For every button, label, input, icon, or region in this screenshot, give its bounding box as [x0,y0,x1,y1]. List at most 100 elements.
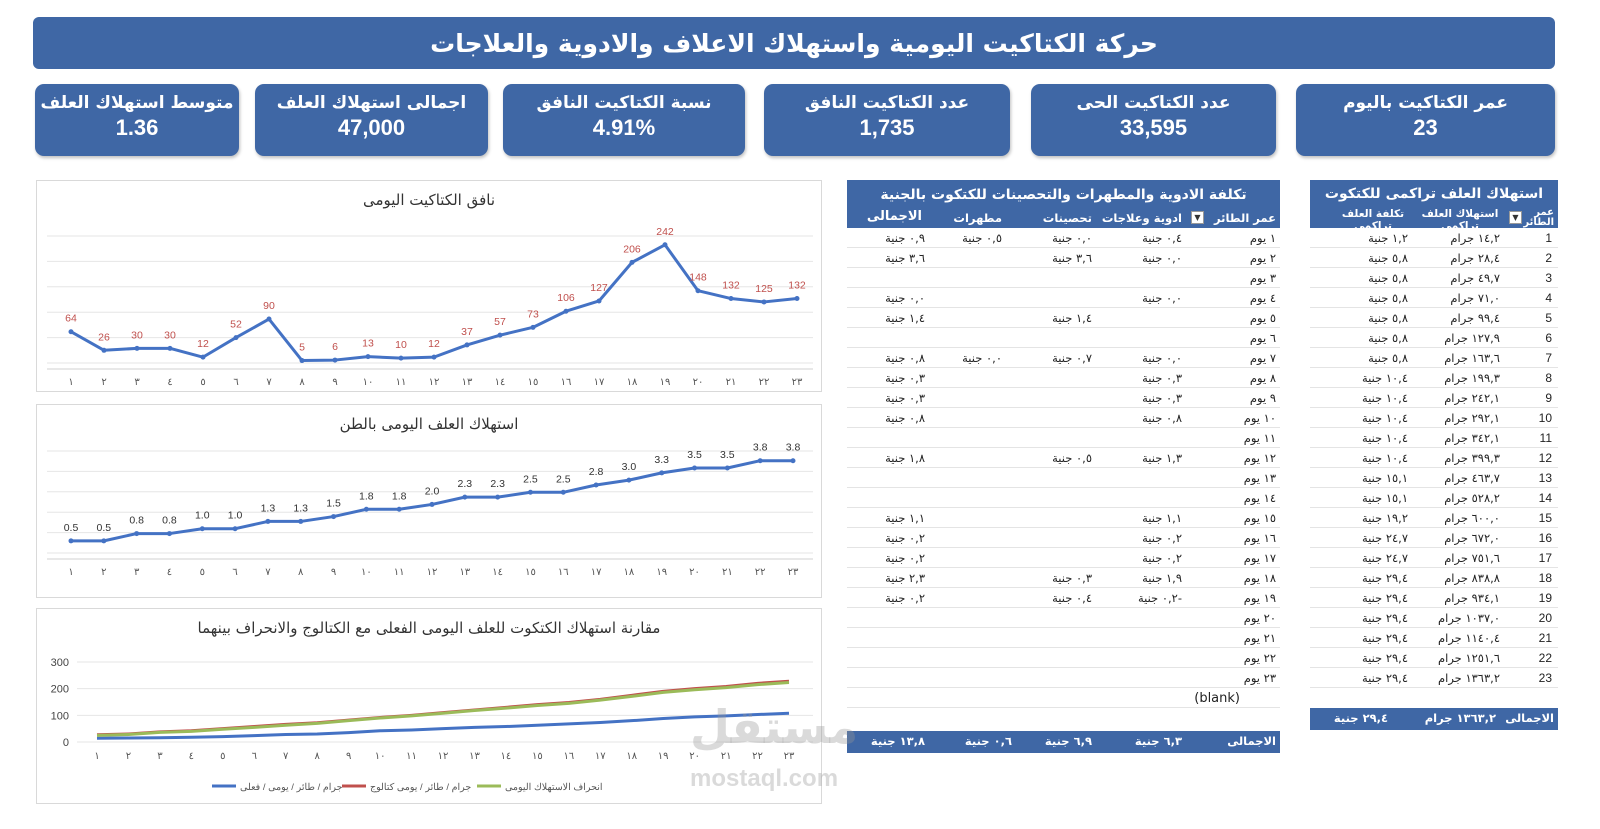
y-tick-label: 300 [51,657,69,669]
table-row: ١٢ يوم ١,٣ جنية ٠,٥ جنية ١,٨ جنية [847,448,1280,468]
table-cell: ٢١ يوم [1243,631,1276,645]
column-header-total[interactable]: الاجمالى [866,209,922,224]
total-feed: ١٣٦٣,٢ جرام [1424,711,1496,725]
table-row: ٨ يوم ٠,٣ جنية ٠,٣ جنية [847,368,1280,388]
data-label: 148 [689,272,707,284]
column-header-age[interactable]: عمر الطائر [1214,211,1276,225]
data-label: 2.3 [458,478,473,490]
data-point [497,332,503,338]
table-cell: ١٢٥١,٦ جرام [1438,651,1500,665]
column-header-disinfectants[interactable]: مطهرات [953,211,1002,225]
x-tick-label: ٩ [331,567,336,578]
x-tick-label: ٢ [101,377,106,388]
table-cell: (blank) [1194,691,1240,706]
table-cell: 2 [1545,251,1552,265]
table-cell: ٥,٨ جنية [1368,331,1408,345]
kpi-label: نسبة الكتاكيت النافق [536,93,712,113]
table-cell: ٢٩,٤ جنية [1361,671,1408,685]
table-cell: ٣ يوم [1249,271,1276,285]
x-tick-label: ١٧ [595,751,606,762]
table-cell: ٠,٢ جنية [885,551,925,565]
x-tick-label: ٩ [332,377,337,388]
column-header-vaccines[interactable]: تحصينات [1042,211,1092,225]
chart-title: استهلاك العلف اليومى بالطن [339,415,519,433]
table-cell: ٠,٧ جنية [1052,351,1092,365]
daily-feed-chart: استهلاك العلف اليومى بالطن 0.5 ١ 0.5 ٢ 0.8 ٣ 0… [36,404,822,598]
data-point [68,538,74,544]
column-header-medicine[interactable]: ادوية وعلاجات [1101,211,1182,225]
filter-dropdown-icon[interactable]: ▼ [1509,211,1522,224]
x-tick-label: ٨ [298,567,304,578]
kpi-label: متوسط استهلاك العلف [40,93,234,113]
data-point [560,489,566,495]
y-tick-label: 200 [51,684,69,696]
data-point [331,514,337,520]
data-point [134,531,140,537]
table-cell: ٠,٣ جنية [1142,371,1182,385]
table-cell: ١٠٣٧,٠ جرام [1438,611,1500,625]
table-cell: ١,٤ جنية [1052,311,1092,325]
x-tick-label: ٢٣ [788,567,799,578]
data-label: 2.8 [589,466,604,478]
medicine-table-title: تكلفة الادوية والمطهرات والتحصينات للكتك… [880,187,1247,203]
total-medicine: ٦,٣ جنية [1134,734,1182,748]
table-cell: 13 [1538,471,1552,485]
table-row: 4 ٧١,٠ جرام ٥,٨ جنية [1310,288,1558,308]
column-header-age[interactable]: عمر الطائر [1523,207,1554,228]
total-vaccines: ٦,٩ جنية [1044,734,1092,748]
x-tick-label: ٩ [346,751,351,762]
x-tick-label: ٢٠ [693,377,704,388]
x-tick-label: ٢ [126,751,131,762]
x-tick-label: ١٣ [469,751,480,762]
table-cell: ٠,٨ جنية [1142,411,1182,425]
table-cell: ٥,٨ جنية [1368,291,1408,305]
table-cell: ٠,٤ جنية [1052,591,1092,605]
data-point [563,308,569,314]
series-line [71,459,793,543]
x-tick-label: ٧ [265,567,271,578]
table-cell: 19 [1538,591,1552,605]
table-cell: ١٥ يوم [1243,511,1276,525]
table-row: 3 ٤٩,٧ جرام ٥,٨ جنية [1310,268,1558,288]
table-row: ١٨ يوم ١,٩ جنية ٠,٣ جنية ٢,٣ جنية [847,568,1280,588]
table-cell: ١,٣ جنية [1142,451,1182,465]
table-row: 1 ١٤,٢ جرام ١,٢ جنية [1310,228,1558,248]
data-label: 3.8 [753,442,768,454]
table-cell: 8 [1545,371,1552,385]
data-label: 1.5 [326,498,341,510]
x-tick-label: ٦ [233,377,238,388]
data-point [298,518,304,524]
table-row: ١١ يوم [847,428,1280,448]
kpi-value: 1,735 [859,115,915,140]
data-point [724,465,730,471]
table-cell: ٠,٠ جنية [1052,231,1092,245]
table-row: ٩ يوم ٠,٣ جنية ٠,٣ جنية [847,388,1280,408]
x-tick-label: ١ [68,567,73,578]
data-point [596,298,602,304]
table-cell: ٥ يوم [1249,311,1276,325]
table-cell: ٩٣٤,١ جرام [1444,591,1500,605]
data-point [462,494,468,500]
table-cell: ٠,٣ جنية [885,391,925,405]
series-line [96,711,790,740]
x-tick-label: ١٢ [427,567,438,578]
table-cell: ١١٤٠,٤ جرام [1438,631,1500,645]
x-tick-label: ١٨ [626,751,637,762]
table-row: 9 ٢٤٢,١ جرام ١٠,٤ جنية [1310,388,1558,408]
column-header-cost[interactable]: تكلفة العلف تراكمى [1341,208,1405,232]
daily-mortality-plot: 64 ١ 26 ٢ 30 ٣ 30 ٤ 12 ٥ 52 ٦ 90 ٧ 5 ٨ 6 ٩ 13 ١٠ 10 ١١ 12 ١٢ 37 ١… [47,226,813,388]
table-cell: ٠,٥ جنية [962,231,1002,245]
column-header-feed[interactable]: استهلاك العلف تراكمى [1421,208,1499,232]
table-cell: ٢٤,٧ جنية [1361,551,1408,565]
x-tick-label: ١٧ [591,567,602,578]
table-row: ١٦ يوم ٠,٢ جنية ٠,٢ جنية [847,528,1280,548]
table-cell: ٤٦٣,٧ جرام [1444,471,1500,485]
filter-dropdown-icon[interactable]: ▼ [1191,211,1204,224]
table-row: ٢٢ يوم [847,648,1280,668]
total-label: الاجمالى [1227,734,1276,748]
table-cell: ٠,٥ جنية [1052,451,1092,465]
table-cell: ٧١,٠ جرام [1450,291,1500,305]
table-cell: ٤٩,٧ جرام [1450,271,1500,285]
x-tick-label: ٣ [134,567,140,578]
x-tick-label: ٢٣ [784,751,795,762]
